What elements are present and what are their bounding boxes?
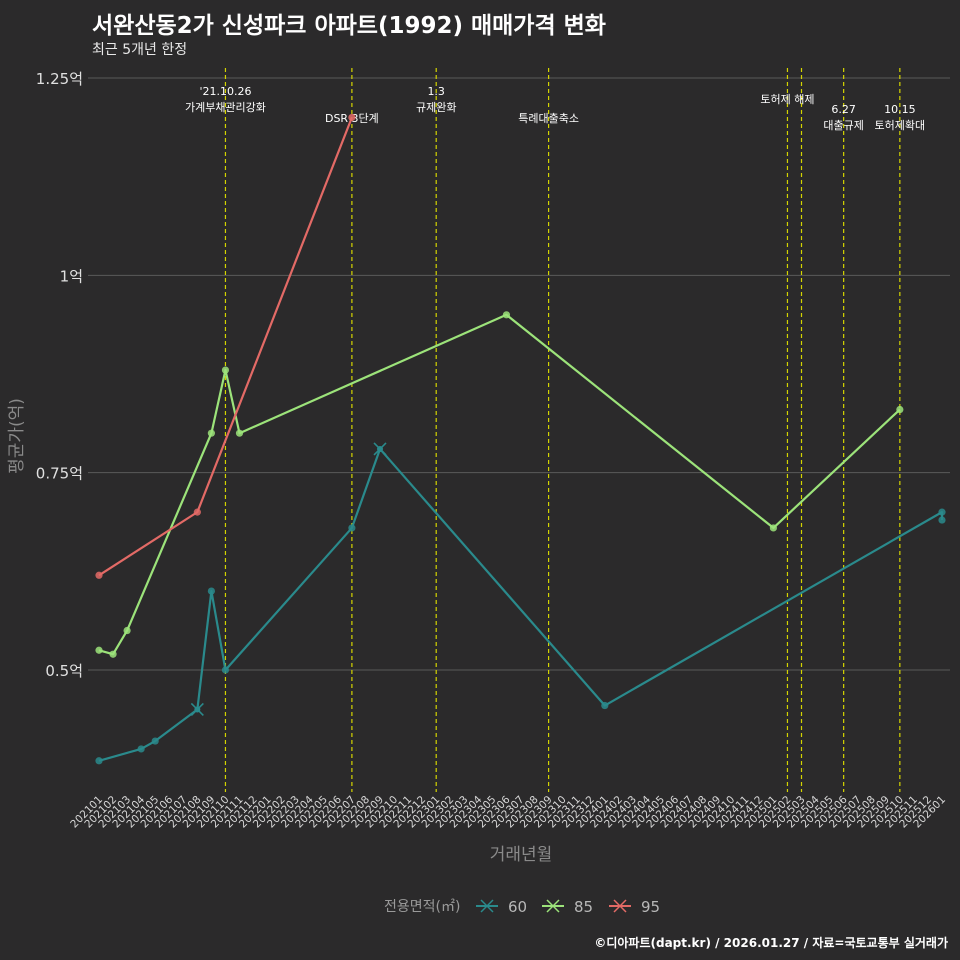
- series-85-point: [109, 650, 117, 658]
- y-axis-label: 평균가(억): [7, 398, 27, 474]
- chart-title: 서완산동2가 신성파크 아파트(1992) 매매가격 변화: [92, 13, 606, 39]
- legend-key-85-cross-b: [546, 899, 560, 913]
- legend-key-95-cross-b: [613, 899, 627, 913]
- policy-annotation: 규제완화: [416, 101, 456, 114]
- y-tick-label: 0.75억: [36, 465, 83, 483]
- legend: 전용면적(㎡) 60 85 95: [384, 898, 660, 916]
- y-tick-label: 0.5억: [45, 662, 83, 680]
- y-tick-label: 1억: [60, 267, 83, 285]
- series-60-point: [373, 442, 387, 456]
- series-60-point: [207, 587, 215, 595]
- series-60-point-dot: [377, 445, 383, 452]
- policy-annotation: 6.27: [831, 103, 856, 116]
- policy-annotation: 대출규제: [823, 119, 863, 132]
- policy-annotation: 가계부채관리강화: [185, 101, 266, 114]
- series-85-point: [896, 405, 904, 414]
- series-60-point: [601, 701, 609, 710]
- x-axis-label: 거래년월: [490, 845, 553, 865]
- legend-title: 전용면적(㎡): [384, 899, 460, 915]
- policy-annotation: 토허제확대: [875, 119, 926, 132]
- series-60-point: [190, 702, 204, 717]
- series-60-point: [938, 516, 946, 524]
- series-85-point: [123, 626, 131, 635]
- series-85-point: [207, 429, 215, 437]
- policy-annotation: 토허제 해제: [760, 92, 814, 106]
- series-60-point: [137, 745, 145, 753]
- series-85-line: [98, 313, 901, 656]
- series-85-point: [769, 524, 778, 532]
- series-95-line: [98, 117, 353, 577]
- series-60-point: [221, 666, 230, 674]
- series-60-point: [348, 524, 356, 532]
- series-85-point: [235, 429, 244, 437]
- series-85-point: [95, 646, 103, 654]
- series-95-point: [95, 571, 103, 579]
- series-60-point: [151, 737, 159, 745]
- legend-label-85: 85: [574, 898, 593, 916]
- legend-label-60: 60: [508, 898, 527, 916]
- policy-annotation: 10.15: [884, 103, 916, 116]
- series-60-point: [938, 508, 946, 516]
- policy-annotation: 특례대출축소: [518, 112, 579, 125]
- policy-annotation: 1.3: [427, 85, 445, 98]
- series-60-point: [95, 757, 103, 765]
- series-85-point: [221, 366, 230, 374]
- policy-annotation: '21.10.26: [199, 85, 251, 98]
- series-85-point: [502, 311, 511, 319]
- chart-subtitle: 최근 5개년 한정: [92, 42, 188, 58]
- series-95-point: [193, 508, 201, 516]
- legend-key-60-cross-b: [480, 899, 494, 913]
- source-caption: ©디아파트(dapt.kr) / 2026.01.27 / 자료=국토교통부 실…: [594, 936, 948, 950]
- legend-label-95: 95: [641, 898, 660, 916]
- series-95-point: [348, 113, 356, 122]
- series-60-point-dot: [194, 706, 201, 713]
- y-tick-label: 1.25억: [36, 70, 83, 88]
